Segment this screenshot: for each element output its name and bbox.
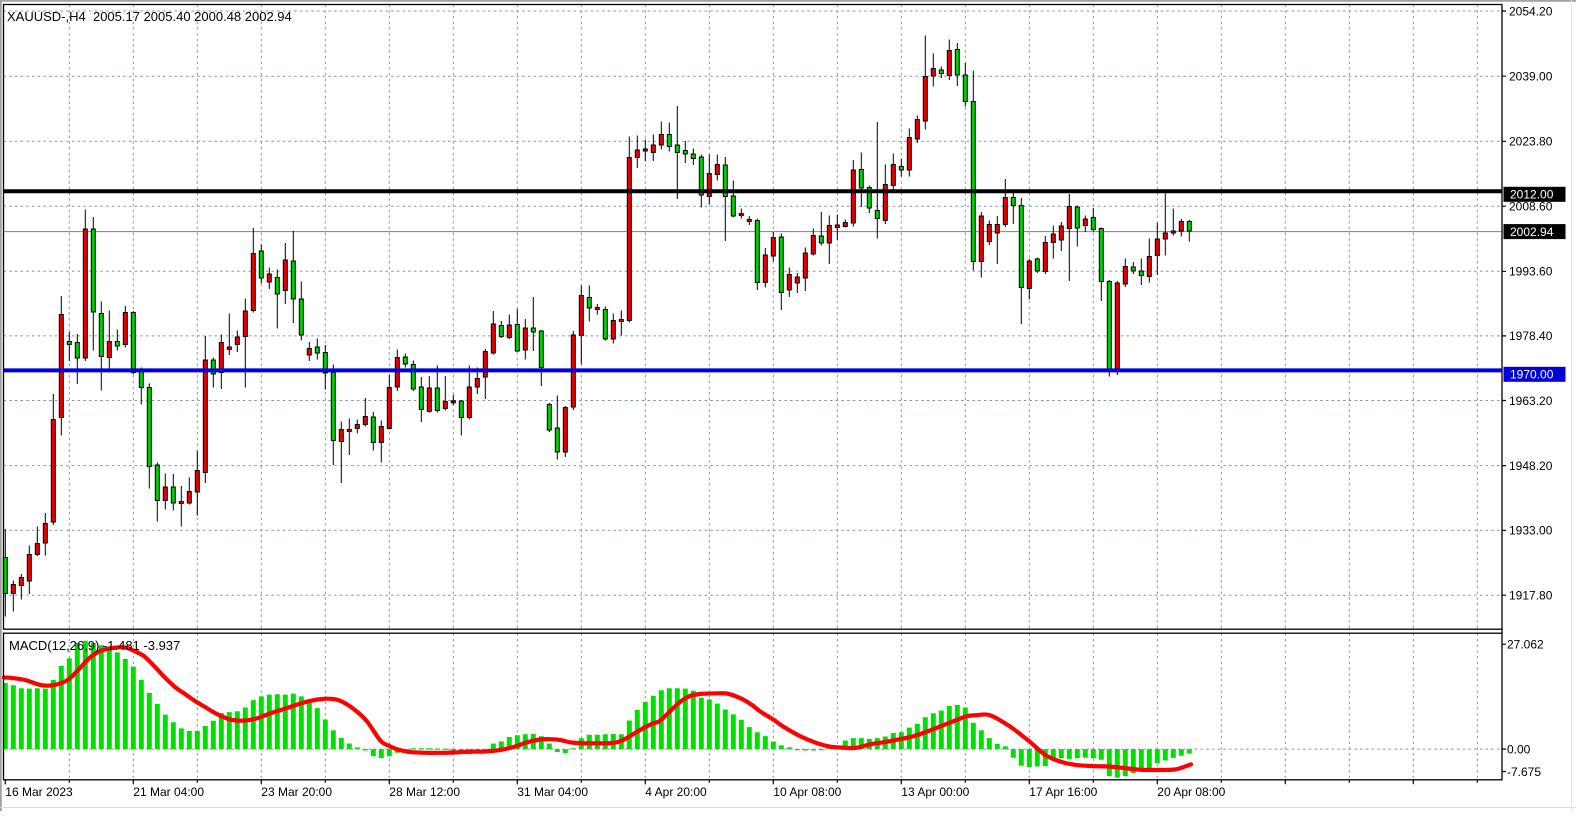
svg-text:MACD(12,26,9) -1.481 -3.937: MACD(12,26,9) -1.481 -3.937 (9, 638, 180, 653)
svg-text:13 Apr 00:00: 13 Apr 00:00 (901, 785, 969, 799)
svg-text:2039.00: 2039.00 (1509, 70, 1553, 84)
svg-text:10 Apr 08:00: 10 Apr 08:00 (773, 785, 841, 799)
svg-text:0.00: 0.00 (1507, 742, 1531, 756)
svg-text:2002.94: 2002.94 (1510, 225, 1554, 239)
svg-text:1948.20: 1948.20 (1509, 459, 1553, 473)
svg-text:31 Mar 04:00: 31 Mar 04:00 (517, 785, 588, 799)
svg-text:1963.20: 1963.20 (1509, 394, 1553, 408)
svg-text:-7.675: -7.675 (1507, 765, 1541, 779)
svg-text:4 Apr 20:00: 4 Apr 20:00 (645, 785, 707, 799)
svg-text:21 Mar 04:00: 21 Mar 04:00 (133, 785, 204, 799)
svg-text:2023.80: 2023.80 (1509, 135, 1553, 149)
svg-text:1993.60: 1993.60 (1509, 265, 1553, 279)
svg-text:1970.00: 1970.00 (1510, 368, 1554, 382)
svg-text:23 Mar 20:00: 23 Mar 20:00 (261, 785, 332, 799)
svg-text:17 Apr 16:00: 17 Apr 16:00 (1029, 785, 1097, 799)
svg-text:2054.20: 2054.20 (1509, 4, 1553, 18)
svg-text:2008.60: 2008.60 (1509, 200, 1553, 214)
svg-text:28 Mar 12:00: 28 Mar 12:00 (389, 785, 460, 799)
svg-text:1933.00: 1933.00 (1509, 524, 1553, 538)
svg-text:1978.40: 1978.40 (1509, 329, 1553, 343)
svg-text:1917.80: 1917.80 (1509, 589, 1553, 603)
svg-text:16 Mar 2023: 16 Mar 2023 (5, 785, 73, 799)
svg-text:27.062: 27.062 (1507, 638, 1544, 652)
svg-text:20 Apr 08:00: 20 Apr 08:00 (1157, 785, 1225, 799)
svg-text:2012.00: 2012.00 (1510, 188, 1554, 202)
svg-text:XAUUSD-,H4 2005.17 2005.40 20: XAUUSD-,H4 2005.17 2005.40 2000.48 2002.… (7, 9, 292, 24)
